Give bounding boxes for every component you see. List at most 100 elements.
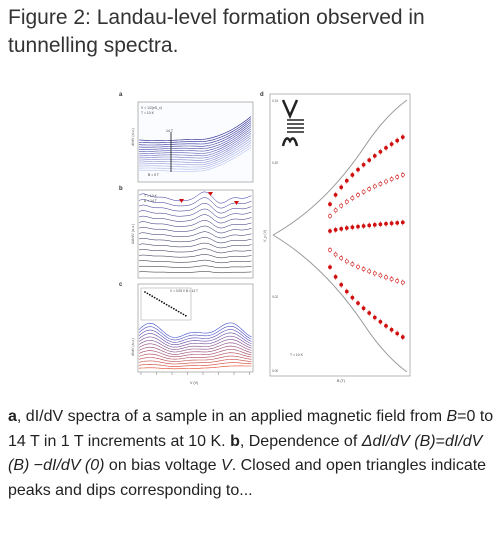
- panel-label-c: c: [119, 282, 123, 288]
- panel-d-point: [372, 315, 377, 320]
- panel-d-point: [350, 295, 355, 300]
- panel-c-curve: [138, 329, 252, 343]
- panel-d-point: [367, 311, 372, 315]
- figure-title: Figure 2: Landau-level formation observe…: [8, 6, 425, 57]
- panel-b-curve: [138, 265, 252, 269]
- panel-d-point: [389, 221, 394, 226]
- panel-b-curve: [138, 271, 252, 274]
- panel-d-point: [389, 277, 394, 282]
- panel-c-inset-point: [148, 293, 151, 296]
- bottom-axis-ticks: [140, 372, 250, 375]
- panel-c-curve: [138, 355, 252, 362]
- panel-d-point: [384, 323, 388, 328]
- panel-c-curve: [138, 332, 252, 345]
- panel-c-inset-point: [172, 307, 175, 310]
- panel-c-inset-point: [175, 309, 178, 312]
- panel-b-curve: [138, 203, 252, 214]
- panel-d-point: [344, 178, 349, 183]
- panel-d-point: [378, 319, 383, 324]
- panel-d-point: [361, 189, 366, 194]
- panel-a-curve: [138, 144, 252, 170]
- panel-d-point: [389, 142, 394, 147]
- panel-a-curve: [139, 126, 252, 152]
- panel-c-inset-point: [184, 314, 187, 317]
- caption-label-b: b: [230, 432, 240, 450]
- panel-d-point: [344, 199, 349, 204]
- panel-d-point: [372, 271, 377, 276]
- panel-a-annotation-top: V = 1/2(eS_v): [141, 106, 162, 110]
- panel-b-ylabel: ΔdI/dV (a.u.): [131, 224, 135, 244]
- panel-c-ylabel: dI/dV (a.u.): [131, 338, 135, 356]
- panel-c-curve: [138, 342, 252, 353]
- panel-d-point: [339, 282, 344, 287]
- panel-label-d: d: [260, 92, 264, 98]
- panel-d-point: [372, 184, 377, 189]
- caption-label-a: a: [8, 408, 17, 425]
- panel-d-point: [333, 252, 338, 257]
- panel-d-point: [395, 175, 400, 179]
- panel-b-peak-marker-3: [234, 201, 239, 205]
- panel-c-curve: [138, 359, 252, 365]
- caption-text-1: , dI/dV spectra of a sample in an applie…: [16, 408, 447, 425]
- panel-c-inset-point: [170, 306, 173, 309]
- panel-d-point: [339, 185, 344, 190]
- panel-d-xlabel: B (T): [337, 379, 345, 383]
- panel-d-point: [395, 220, 400, 225]
- panel-d-point: [361, 162, 366, 167]
- panel-c-inset-point: [177, 310, 180, 313]
- panel-d-point: [339, 203, 344, 208]
- panel-c-inset-point: [182, 313, 185, 316]
- panel-label-a: a: [119, 92, 123, 98]
- panel-d-tick-bottom: 0.00: [272, 369, 278, 373]
- panel-c-curve: [138, 325, 252, 341]
- panel-c-inset-point: [151, 295, 154, 298]
- panel-b-frame: [137, 189, 254, 279]
- panel-d-point: [372, 222, 377, 227]
- panel-a-curve: [139, 128, 252, 155]
- panel-c-curve: [138, 349, 252, 358]
- panel-d-point: [400, 280, 405, 285]
- panel-b-curve: [138, 225, 252, 234]
- panel-b-curves: [138, 191, 252, 274]
- panel-c-inset-point: [163, 302, 166, 305]
- caption-expr-0: dI/dV (0): [43, 457, 105, 474]
- panel-a-plot: [137, 101, 254, 183]
- panel-c-curve: [138, 365, 252, 370]
- panel-d-guide-curve-upper: [272, 99, 408, 236]
- panel-a-curve: [139, 122, 252, 148]
- panel-d-plot: [269, 93, 411, 377]
- panel-d-point: [367, 269, 372, 274]
- panel-d-point: [333, 274, 338, 279]
- panel-b-curve: [138, 231, 252, 239]
- panel-c-curves: [138, 322, 252, 370]
- panel-d-point: [372, 153, 377, 158]
- panel-d-point: [356, 301, 360, 306]
- panel-d-point: [356, 192, 360, 197]
- panel-b-curve: [138, 259, 252, 264]
- panel-b-curve: [138, 254, 252, 259]
- panel-d-point: [350, 173, 355, 177]
- panel-a-curves: [138, 116, 252, 172]
- caption-var-v: V: [221, 457, 232, 474]
- panel-a-curve: [138, 147, 252, 172]
- panel-d-point: [344, 289, 349, 294]
- panel-d-inset-diagram: [281, 99, 304, 147]
- panel-d-point: [400, 172, 405, 177]
- panel-c-inset-point: [153, 296, 156, 299]
- panel-a-curve: [138, 116, 252, 141]
- panel-b-curve: [138, 242, 252, 249]
- panel-d-point: [389, 327, 394, 332]
- caption-expr-delta: ΔdI/dV (B): [361, 432, 436, 450]
- figure-image: a dI/dV (a.u.) V = 1/2(eS_v) T = 10 K 14…: [119, 92, 411, 385]
- panel-d-ylabel: V_p (V): [263, 230, 267, 242]
- panel-b-curve: [138, 237, 252, 244]
- panel-d-point: [384, 145, 388, 150]
- panel-a-frame: [137, 101, 254, 183]
- panel-c-plot: [137, 283, 254, 373]
- panel-b-curve: [138, 208, 252, 219]
- panel-a-curve: [138, 135, 252, 161]
- panel-d-point: [361, 224, 366, 228]
- panel-b-annotation-temp: T = 10 K: [144, 194, 158, 198]
- panel-d-point: [400, 135, 405, 140]
- panel-d-point: [395, 138, 400, 143]
